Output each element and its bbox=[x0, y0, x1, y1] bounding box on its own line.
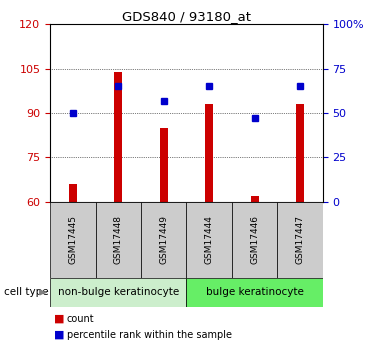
Text: GSM17449: GSM17449 bbox=[159, 215, 168, 264]
Text: cell type: cell type bbox=[4, 287, 48, 297]
Text: percentile rank within the sample: percentile rank within the sample bbox=[67, 330, 232, 339]
Text: ■: ■ bbox=[54, 314, 64, 324]
Bar bbox=[141, 202, 187, 278]
Text: GSM17447: GSM17447 bbox=[296, 215, 305, 264]
Bar bbox=[160, 128, 168, 202]
Bar bbox=[278, 202, 323, 278]
Bar bbox=[50, 202, 96, 278]
Text: GSM17446: GSM17446 bbox=[250, 215, 259, 264]
Bar bbox=[69, 184, 77, 202]
Bar bbox=[187, 278, 323, 307]
Title: GDS840 / 93180_at: GDS840 / 93180_at bbox=[122, 10, 251, 23]
Bar bbox=[250, 196, 259, 202]
Bar bbox=[296, 104, 304, 202]
Text: bulge keratinocyte: bulge keratinocyte bbox=[206, 287, 303, 297]
Text: GSM17445: GSM17445 bbox=[68, 215, 77, 264]
Text: GSM17444: GSM17444 bbox=[205, 215, 214, 264]
Bar bbox=[205, 104, 213, 202]
Bar bbox=[50, 278, 187, 307]
Bar bbox=[187, 202, 232, 278]
Bar bbox=[96, 202, 141, 278]
Text: non-bulge keratinocyte: non-bulge keratinocyte bbox=[58, 287, 179, 297]
Text: ■: ■ bbox=[54, 330, 64, 339]
Text: count: count bbox=[67, 314, 94, 324]
Bar bbox=[232, 202, 278, 278]
Text: GSM17448: GSM17448 bbox=[114, 215, 123, 264]
Bar bbox=[114, 71, 122, 202]
